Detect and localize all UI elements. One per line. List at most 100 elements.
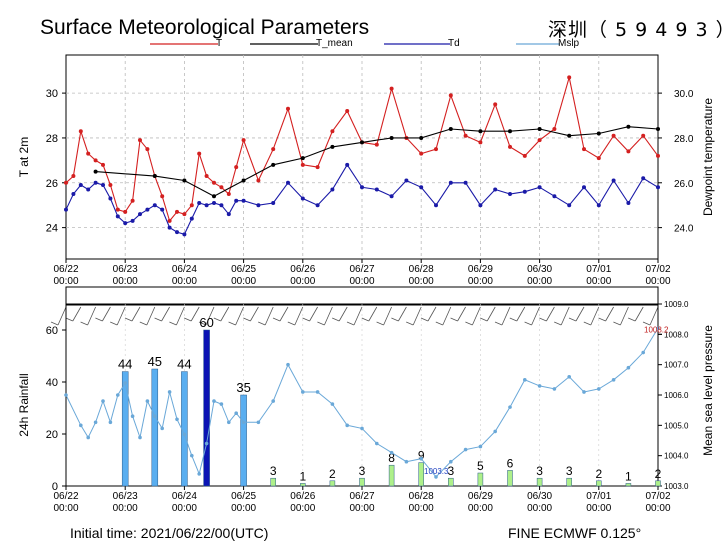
- point-Td: [567, 203, 572, 208]
- wind-barb-staff: [501, 306, 511, 326]
- bot-xtick-date: 06/30: [527, 491, 552, 502]
- wind-barb-flag: [213, 317, 221, 322]
- bot-xtick-time: 00:00: [290, 503, 315, 514]
- point-Mslp: [219, 402, 224, 406]
- point-Td: [130, 218, 135, 223]
- wind-barb: [642, 306, 659, 326]
- point-Mslp: [582, 390, 586, 394]
- rain-bar-label: 9: [418, 449, 425, 463]
- bot-xtick-date: 06/27: [349, 491, 374, 502]
- point-T_mean: [419, 135, 424, 140]
- point-T: [493, 102, 498, 107]
- wind-barb: [198, 306, 215, 326]
- wind-barb-staff: [398, 306, 407, 322]
- rain-bar: [507, 470, 513, 487]
- wind-barb-staff: [324, 306, 333, 326]
- bot-xtick-time: 00:00: [172, 503, 197, 514]
- bot-xtick-date: 06/28: [409, 491, 434, 502]
- wind-barb-flag: [332, 317, 340, 322]
- wind-barb-staff: [146, 306, 156, 326]
- point-Td: [508, 191, 512, 196]
- point-T_mean: [448, 126, 453, 131]
- top-ytick-label: 28: [46, 133, 58, 145]
- top-y2tick-label: 30.0: [674, 89, 694, 100]
- bot-y2tick-label: 1005.0: [664, 421, 689, 430]
- legend: T T_mean Td Mslp: [150, 38, 580, 49]
- rain-bar-label: 3: [447, 464, 454, 478]
- point-Mslp: [145, 399, 150, 403]
- legend-label-2: Td: [448, 38, 460, 49]
- top-xtick-time: 00:00: [53, 276, 78, 287]
- point-Mslp: [656, 326, 660, 331]
- rain-bar: [300, 483, 306, 487]
- point-T: [108, 183, 113, 188]
- point-Td: [108, 196, 113, 201]
- point-T: [234, 165, 239, 170]
- point-Td: [212, 200, 216, 205]
- wind-barb: [169, 306, 185, 326]
- point-Td: [138, 212, 142, 217]
- point-Td: [552, 194, 557, 199]
- point-Mslp: [175, 417, 179, 422]
- bot-xtick-date: 07/01: [586, 491, 611, 502]
- top-xtick-date: 06/28: [409, 264, 434, 275]
- point-Td: [64, 207, 68, 212]
- wind-barb-staff: [516, 306, 526, 322]
- rain-bar: [448, 477, 454, 487]
- top-ylabel: T at 2m: [17, 137, 31, 177]
- rain-bar-label: 5: [477, 459, 484, 473]
- wind-barb: [95, 306, 111, 322]
- point-T: [226, 191, 231, 196]
- wind-barb-flag: [406, 321, 414, 326]
- wind-barb: [435, 306, 452, 326]
- top-xtick-date: 06/26: [290, 264, 315, 275]
- wind-barb-staff: [383, 306, 392, 326]
- point-Td: [611, 178, 616, 183]
- top-xtick-time: 00:00: [290, 276, 315, 287]
- wind-barb-flag: [80, 321, 88, 326]
- bot-ytick-label: 20: [46, 429, 58, 441]
- legend-label-0: T: [216, 38, 222, 49]
- wind-barb-flag: [465, 321, 473, 326]
- top-xtick-time: 00:00: [113, 276, 138, 287]
- point-Td: [234, 198, 239, 203]
- wind-barb-flag: [391, 317, 399, 322]
- wind-barb-flag: [287, 321, 295, 326]
- bot-ytick-label: 0: [52, 481, 58, 493]
- point-Mslp: [227, 420, 231, 425]
- rain-bar: [477, 472, 484, 487]
- wind-barb-flag: [169, 321, 177, 326]
- point-Mslp: [86, 435, 90, 440]
- wind-barb-staff: [205, 306, 215, 326]
- series-line-T_mean: [95, 126, 659, 197]
- wind-barb-flag: [139, 321, 147, 326]
- bot-xtick-time: 00:00: [586, 503, 611, 514]
- point-T: [567, 75, 572, 80]
- wind-barb-staff: [620, 306, 629, 326]
- point-Mslp: [493, 429, 498, 434]
- bot-xtick-date: 06/29: [468, 491, 493, 502]
- rain-bar-label: 3: [566, 464, 573, 478]
- point-Mslp: [360, 426, 364, 431]
- point-Mslp: [160, 426, 164, 431]
- wind-barb: [613, 306, 629, 326]
- bot-xtick-time: 00:00: [349, 503, 374, 514]
- point-T: [286, 106, 290, 111]
- wind-barb-flag: [272, 317, 281, 322]
- point-T: [300, 162, 305, 167]
- mslp-annotation: 1008.2: [644, 325, 669, 334]
- point-Mslp: [234, 411, 238, 416]
- point-Td: [478, 203, 483, 208]
- point-Mslp: [523, 378, 527, 382]
- wind-barb: [420, 306, 437, 322]
- wind-barb-staff: [546, 306, 555, 322]
- bot-y2tick-label: 1009.0: [664, 300, 689, 309]
- top-xtick-date: 07/02: [645, 264, 670, 275]
- point-T: [508, 144, 512, 149]
- point-Td: [641, 176, 646, 181]
- wind-barb: [50, 306, 67, 326]
- wind-barb-flag: [198, 321, 207, 326]
- point-T_mean: [360, 140, 364, 145]
- chart-title: Surface Meteorological Parameters: [40, 16, 370, 39]
